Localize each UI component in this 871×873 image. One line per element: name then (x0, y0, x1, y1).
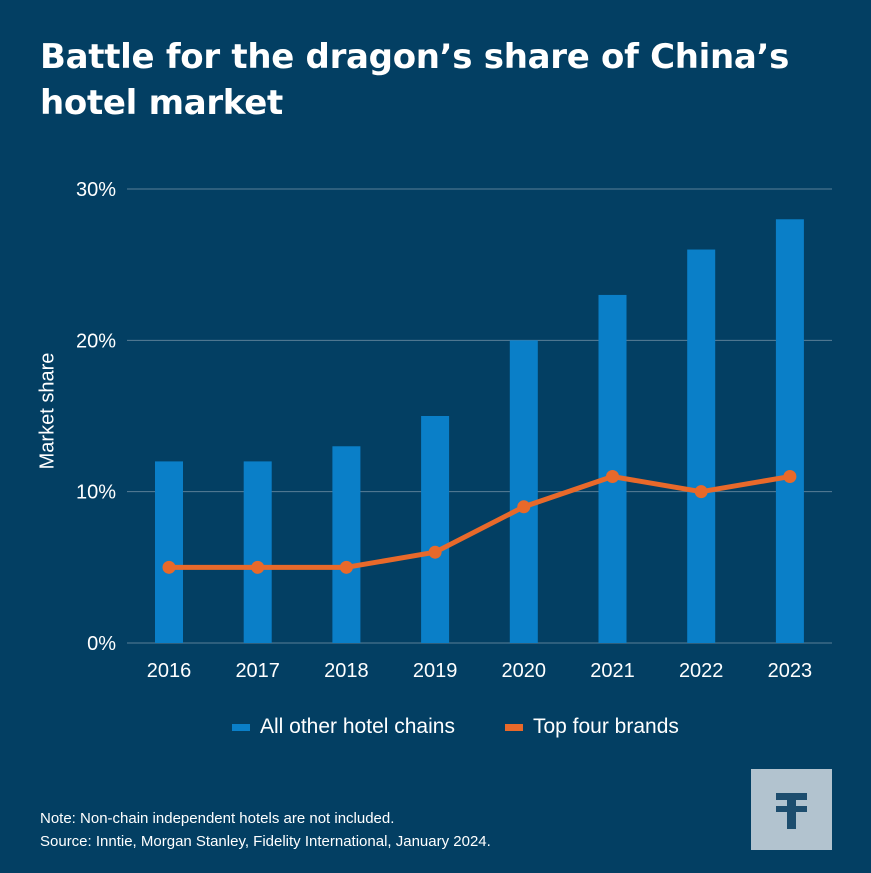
legend-swatch-line (504, 723, 523, 731)
x-tick-label: 2018 (324, 660, 369, 682)
x-tick-label: 2020 (502, 660, 547, 682)
fidelity-logo (751, 769, 832, 850)
bar-series (155, 219, 804, 644)
bar (509, 340, 538, 643)
bar (155, 461, 183, 643)
legend-label-line: Top four brands (532, 715, 679, 738)
y-tick-label: 0% (87, 633, 116, 655)
bar (598, 294, 627, 643)
line-series-path (166, 474, 793, 570)
chart-title: Battle for the dragon’s share of China’s… (40, 37, 790, 123)
legend-item-bars: All other hotel chains (232, 715, 455, 739)
bar (775, 219, 804, 643)
legend-swatch-bars (232, 723, 250, 731)
line-point (428, 545, 442, 559)
line-point (606, 470, 619, 484)
gridlines (127, 188, 832, 644)
y-tick-label: 20% (76, 330, 116, 352)
y-axis-label: Market share (36, 352, 59, 470)
bar (332, 446, 361, 643)
y-tick-labels: 0% 10% 20% 30% (76, 179, 116, 655)
note-text: Note: Non-chain independent hotels are n… (40, 810, 395, 827)
source-text: Source: Inntie, Morgan Stanley, Fidelity… (40, 833, 491, 850)
y-tick-label: 30% (76, 179, 116, 201)
x-tick-label: 2023 (768, 660, 813, 682)
line-point (783, 470, 797, 484)
line-point (517, 500, 531, 514)
legend-label-bars: All other hotel chains (260, 715, 455, 738)
y-tick-label: 10% (76, 482, 116, 504)
legend-item-line: Top four brands (504, 715, 679, 739)
line-point (694, 485, 708, 499)
x-tick-label: 2019 (413, 660, 458, 682)
line-point (162, 560, 176, 574)
x-tick-label: 2021 (590, 660, 635, 682)
footnote: Note: Non-chain independent hotels are n… (40, 807, 491, 853)
bar (687, 249, 716, 644)
line-point (339, 560, 353, 574)
fidelity-f-logo-icon (776, 793, 807, 829)
bar (243, 461, 272, 643)
line-series (162, 470, 797, 574)
x-tick-label: 2016 (147, 660, 192, 682)
line-point (251, 560, 265, 574)
x-tick-labels: 2016 2017 2018 2019 2020 2021 2022 2023 (147, 660, 812, 682)
x-tick-label: 2022 (679, 660, 724, 682)
x-tick-label: 2017 (235, 660, 280, 682)
legend: All other hotel chains Top four brands (232, 712, 729, 742)
bar (421, 416, 450, 643)
